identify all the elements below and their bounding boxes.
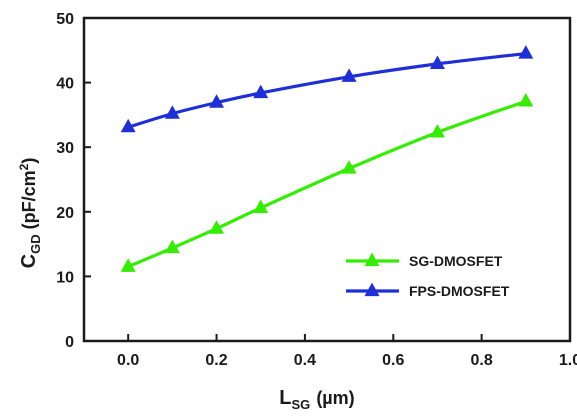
legend-item-sg-dmosfet: SG-DMOSFET [346, 252, 503, 269]
legend: SG-DMOSFET FPS-DMOSFET [346, 252, 510, 299]
x-tick-label: 0.8 [471, 352, 493, 369]
data-point-fps-dmosfet [341, 68, 357, 82]
x-tick-label: 0.6 [382, 352, 404, 369]
series-line-sg-dmosfet [127, 99, 527, 269]
legend-label-fps-dmosfet: FPS-DMOSFET [409, 283, 510, 299]
y-tick-label: 20 [56, 205, 74, 222]
y-tick-label: 10 [56, 269, 74, 286]
y-axis-label-unit: (pF/cm [19, 170, 39, 229]
data-point-sg-dmosfet [341, 160, 357, 174]
y-axis-label-sub: GD [28, 234, 43, 254]
data-point-sg-dmosfet [120, 258, 136, 272]
data-point-sg-dmosfet [209, 220, 225, 234]
data-point-fps-dmosfet [253, 84, 269, 99]
y-tick-label: 30 [56, 140, 74, 157]
x-axis-label-unit: (µm) [316, 388, 354, 408]
data-point-fps-dmosfet [164, 105, 180, 119]
x-axis-label-sub: SG [292, 397, 311, 412]
data-point-sg-dmosfet [429, 123, 445, 138]
x-tick-label: 0.2 [205, 352, 227, 369]
legend-marker-fps-dmosfet [364, 282, 380, 297]
y-axis-label-main: C [18, 254, 40, 268]
series-layer [120, 45, 534, 272]
x-axis-label: LSG (µm) [279, 387, 354, 412]
x-axis-label-main: L [279, 387, 291, 409]
y-tick-label: 50 [56, 11, 74, 28]
data-point-sg-dmosfet [518, 92, 534, 107]
legend-label-sg-dmosfet: SG-DMOSFET [409, 253, 503, 269]
data-point-fps-dmosfet [429, 55, 445, 69]
y-axis-label: CGD (pF/cm2) [17, 158, 43, 269]
x-tick-label: 0.0 [117, 352, 139, 369]
x-tick-label: 1.0 [559, 352, 577, 369]
data-point-sg-dmosfet [253, 199, 269, 214]
series-line-fps-dmosfet [127, 51, 527, 129]
data-point-fps-dmosfet [209, 94, 225, 108]
legend-marker-sg-dmosfet [364, 252, 380, 267]
ticks-layer: 0.0 0.2 0.4 0.6 0.8 1.0 0 10 20 30 40 50 [56, 11, 577, 369]
data-point-fps-dmosfet [518, 45, 534, 59]
y-axis-label-unit-sup: 2 [17, 163, 31, 170]
y-axis-label-unit-close: ) [19, 158, 39, 164]
data-point-sg-dmosfet [164, 239, 180, 254]
x-tick-label: 0.4 [294, 352, 316, 369]
data-point-fps-dmosfet [120, 118, 136, 133]
plot-frame [82, 16, 572, 343]
y-tick-label: 0 [65, 334, 74, 351]
legend-item-fps-dmosfet: FPS-DMOSFET [346, 282, 510, 299]
y-tick-label: 40 [56, 76, 74, 93]
